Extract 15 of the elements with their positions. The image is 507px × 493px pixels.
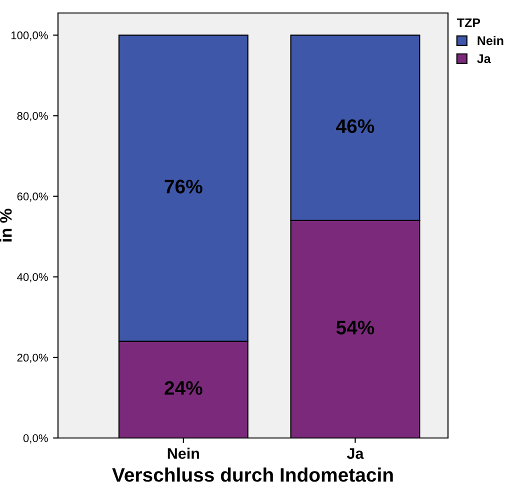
data-label: 24% xyxy=(164,381,202,395)
y-tick-label: 60,0% xyxy=(17,192,48,202)
legend-title: TZP xyxy=(457,18,480,28)
y-tick-label: 20,0% xyxy=(17,354,48,363)
legend-label: Ja xyxy=(477,54,491,64)
y-tick-label: 0,0% xyxy=(23,434,48,444)
y-tick-label: 100,0% xyxy=(11,31,48,41)
legend-label: Nein xyxy=(478,36,504,46)
x-axis-title: Verschluss durch Indometacin xyxy=(112,468,393,482)
data-label: 46% xyxy=(336,119,374,134)
y-tick-label: 40,0% xyxy=(17,273,48,282)
data-label: 76% xyxy=(164,180,202,194)
data-label: 54% xyxy=(336,320,374,334)
y-axis-title: in % xyxy=(0,208,12,242)
y-tick-label: 80,0% xyxy=(17,112,48,122)
